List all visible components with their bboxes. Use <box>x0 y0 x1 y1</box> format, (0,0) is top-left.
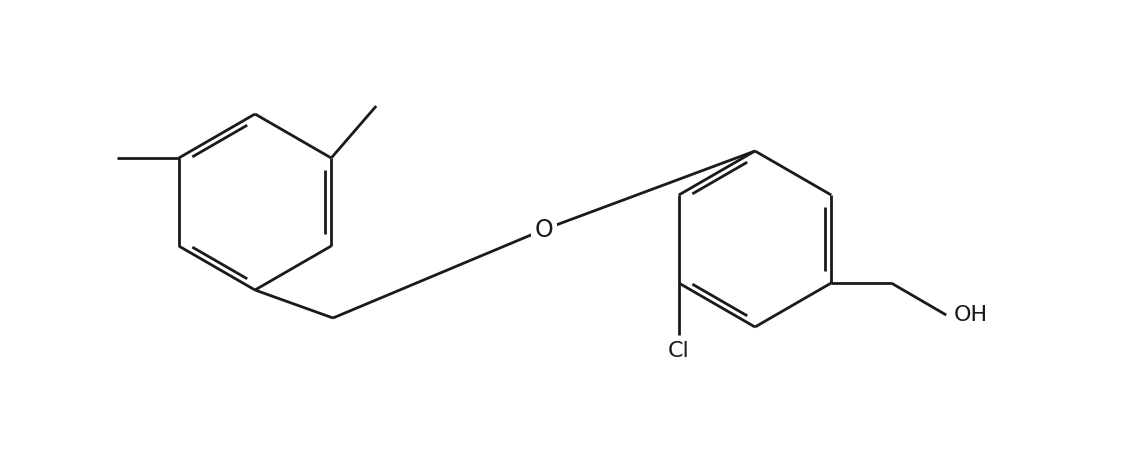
Text: O: O <box>535 218 554 241</box>
Text: Cl: Cl <box>668 341 690 361</box>
Text: OH: OH <box>955 305 988 325</box>
